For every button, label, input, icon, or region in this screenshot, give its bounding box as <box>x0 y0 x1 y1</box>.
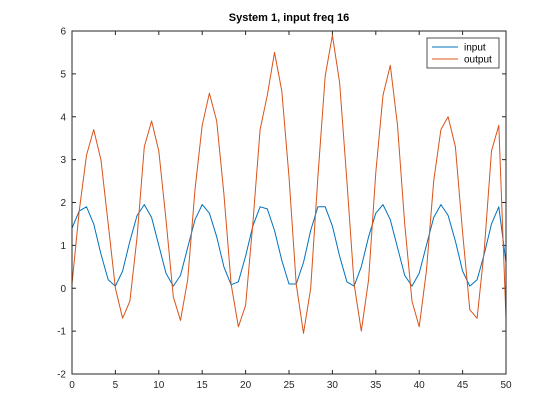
x-tick-label: 15 <box>197 380 209 391</box>
y-tick-label: 2 <box>60 198 66 209</box>
y-tick-label: 0 <box>60 284 66 295</box>
chart-title: System 1, input freq 16 <box>229 12 349 24</box>
x-tick-label: 35 <box>370 380 382 391</box>
y-tick-label: 5 <box>60 69 66 80</box>
y-axis: -2 -1 0 1 2 3 4 5 6 <box>57 27 506 381</box>
y-tick-label: 6 <box>60 27 66 38</box>
series-line-input <box>71 204 507 287</box>
x-tick-label: 25 <box>283 380 295 391</box>
x-tick-label: 30 <box>327 380 339 391</box>
y-tick-label: 4 <box>60 112 66 123</box>
series-layer <box>71 34 507 334</box>
legend-label-input: input <box>464 43 486 54</box>
x-tick-label: 45 <box>457 380 469 391</box>
plot-area <box>72 31 506 374</box>
x-tick-label: 40 <box>414 380 426 391</box>
x-tick-label: 50 <box>500 380 512 391</box>
x-tick-label: 5 <box>113 380 119 391</box>
y-tick-label: -2 <box>57 370 66 381</box>
plot-frame <box>71 30 507 375</box>
series-line-output <box>71 34 507 334</box>
y-tick-label: 1 <box>60 241 66 252</box>
x-axis: 0 5 10 15 20 25 30 35 40 45 50 <box>69 31 512 391</box>
y-tick-label: 3 <box>60 155 66 166</box>
legend-label-output: output <box>464 55 492 66</box>
x-tick-label: 0 <box>69 380 75 391</box>
y-tick-label: -1 <box>57 327 66 338</box>
x-tick-label: 20 <box>240 380 252 391</box>
legend-box <box>426 37 500 69</box>
x-tick-label: 10 <box>153 380 165 391</box>
